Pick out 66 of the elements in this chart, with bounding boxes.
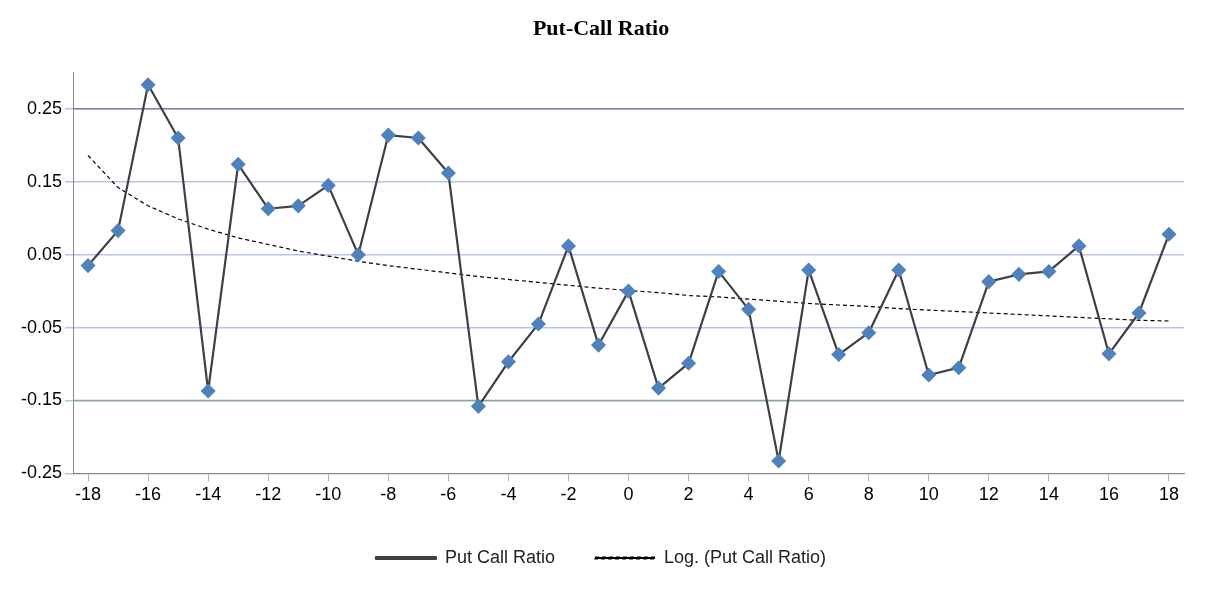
point <box>801 262 816 278</box>
chart-title: Put-Call Ratio <box>532 14 670 40</box>
y-tick-label: -0.25 <box>21 462 63 483</box>
x-tick-label: -2 <box>560 484 577 505</box>
x-tick-label: -4 <box>500 484 517 505</box>
point <box>681 356 696 371</box>
point <box>110 223 126 238</box>
x-tick-label: 18 <box>1158 484 1179 505</box>
x-tick-label: 6 <box>803 484 814 505</box>
x-tick-label: -18 <box>75 484 102 505</box>
y-tick-label: 0.05 <box>26 243 63 264</box>
point <box>891 262 906 278</box>
point <box>831 347 846 362</box>
y-tick-label: -0.15 <box>21 389 63 410</box>
x-tick-label: 8 <box>863 484 874 505</box>
x-tick-label: 0 <box>623 484 634 505</box>
point <box>441 165 456 181</box>
x-tick-label: 2 <box>683 484 694 505</box>
point <box>651 381 666 396</box>
point <box>201 383 216 399</box>
point <box>591 337 606 353</box>
x-tick-label: -14 <box>195 484 222 505</box>
x-tick-label: -6 <box>440 484 457 505</box>
point <box>531 316 546 332</box>
point <box>621 284 636 299</box>
point <box>711 264 726 279</box>
y-tick-label: 0.15 <box>26 170 63 191</box>
legend-label: Log. (Put Call Ratio) <box>663 546 827 567</box>
point <box>171 130 186 146</box>
x-tick-label: -8 <box>380 484 397 505</box>
point <box>411 130 426 146</box>
point <box>381 128 396 143</box>
x-tick-label: 16 <box>1098 484 1119 505</box>
legend-label: Put Call Ratio <box>444 546 555 567</box>
point <box>351 247 366 262</box>
x-tick-label: -12 <box>255 484 282 505</box>
point <box>321 178 336 193</box>
point <box>140 77 156 92</box>
x-tick-label: 14 <box>1038 484 1059 505</box>
x-tick-label: -10 <box>315 484 342 505</box>
point <box>471 399 486 414</box>
point <box>80 258 96 273</box>
point <box>1101 346 1117 361</box>
x-tick-label: 10 <box>918 484 939 505</box>
x-tick-label: -16 <box>135 484 162 505</box>
line-series <box>87 154 1170 322</box>
x-tick-label: 12 <box>978 484 999 505</box>
point <box>861 325 876 340</box>
point <box>261 201 276 216</box>
point <box>951 360 966 375</box>
x-tick-label: 4 <box>743 484 754 505</box>
point <box>1071 238 1087 254</box>
point <box>1161 227 1177 242</box>
point <box>561 238 576 254</box>
point <box>231 157 246 172</box>
point <box>1011 267 1026 282</box>
point <box>771 453 786 469</box>
point <box>1131 305 1147 321</box>
y-tick-label: -0.05 <box>21 316 63 337</box>
point <box>981 274 996 289</box>
point <box>501 354 516 369</box>
y-tick-label: 0.25 <box>26 97 63 118</box>
point <box>291 198 306 213</box>
point <box>1041 264 1056 279</box>
point <box>741 302 756 317</box>
point <box>921 367 936 383</box>
